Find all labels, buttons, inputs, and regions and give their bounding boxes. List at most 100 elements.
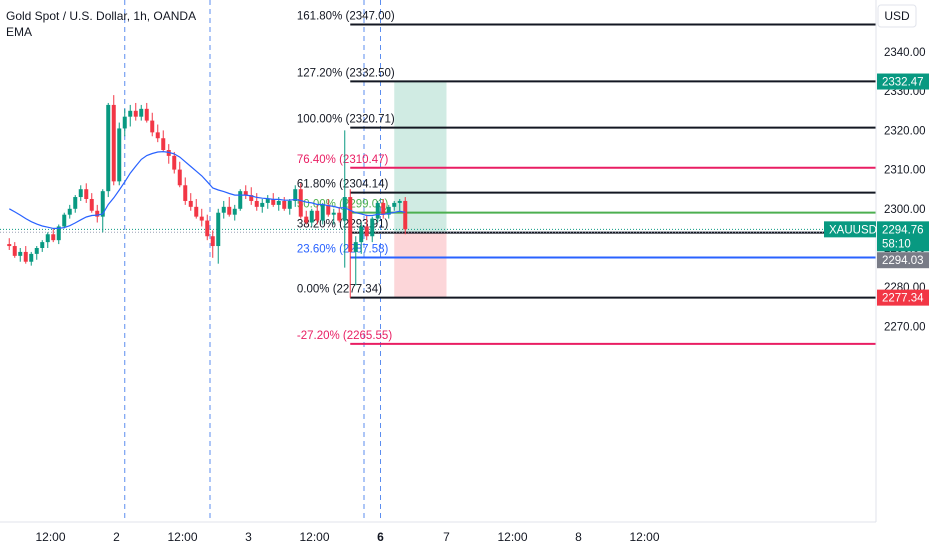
candle-body (353, 242, 358, 252)
fib-level-label: 161.80% (2347.00) (297, 11, 395, 23)
last-price-tag: 2294.76 (882, 224, 924, 236)
target-zone[interactable] (394, 81, 447, 233)
candle-body (45, 234, 50, 243)
candle-body (271, 199, 276, 205)
currency-label: USD (884, 9, 910, 23)
fib-level-label: 76.40% (2310.47) (297, 154, 389, 166)
candle-body (282, 200, 287, 209)
candle-body (254, 200, 259, 207)
crosshair-price-tag: 2294.03 (882, 255, 924, 267)
fib-level-label: 100.00% (2320.71) (297, 114, 395, 126)
candle-body (12, 246, 17, 256)
time-tick: 7 (443, 530, 450, 544)
ema-polyline (9, 150, 406, 229)
candle-body (221, 206, 226, 213)
candle-body (331, 212, 336, 215)
candle-body (177, 169, 182, 186)
candle-body (188, 200, 193, 207)
candle-body (265, 199, 270, 203)
candle-body (144, 108, 149, 121)
fib-level-label: 23.60% (2287.58) (297, 243, 389, 255)
fib-level-label: -27.20% (2265.55) (297, 330, 392, 342)
candle-body (304, 216, 309, 223)
candle-body (56, 226, 61, 241)
candle-body (67, 208, 72, 215)
candle-body (364, 226, 369, 237)
candle-body (34, 248, 39, 254)
candle-body (375, 202, 380, 219)
candle-body (199, 216, 204, 221)
symbol-tag-bg (824, 221, 876, 238)
position-zones[interactable] (394, 81, 447, 298)
candle-body (100, 191, 105, 217)
stop-price-tag-bg (877, 289, 929, 306)
candle-body (243, 191, 248, 196)
candle-body (122, 116, 127, 129)
candle-body (232, 208, 237, 215)
fib-level-label: 61.80% (2304.14) (297, 179, 389, 191)
price-scale[interactable]: USD 2340.002330.002320.002310.002300.002… (824, 0, 932, 522)
candle-body (381, 202, 386, 215)
time-tick: 8 (575, 530, 582, 544)
candle-body (62, 214, 67, 227)
candle-body (370, 218, 375, 237)
chart-legend[interactable]: Gold Spot / U.S. Dollar, 1h, OANDA EMA (6, 8, 196, 40)
countdown-label: 58:10 (882, 238, 911, 250)
candle-body (403, 200, 408, 230)
candle-body (276, 200, 281, 205)
candle-body (150, 120, 155, 133)
candle-body (78, 189, 83, 198)
candle-body (348, 197, 353, 252)
candle-body (227, 206, 232, 215)
fib-level-label: 0.00% (2277.34) (297, 284, 382, 296)
price-tags: 2332.47 2277.34 2294.76 58:10 XAUUSD 2294.03 (824, 73, 929, 306)
candle-body (326, 204, 331, 215)
candle-body (18, 251, 23, 256)
candle-body (315, 210, 320, 221)
candle-body (73, 197, 78, 209)
price-tick: 2340.00 (884, 47, 926, 59)
last-price-tag-bg (877, 221, 929, 252)
currency-button[interactable] (877, 4, 917, 28)
candle-body (320, 204, 325, 221)
time-scale[interactable]: 12:00 2 12:00 3 12:00 6 7 12:00 8 12:00 (0, 521, 932, 550)
candle-body (51, 234, 56, 241)
candle-body (117, 128, 122, 182)
target-price-tag-bg (877, 73, 929, 90)
time-tick: 6 (377, 530, 384, 544)
stop-price-tag: 2277.34 (882, 293, 924, 305)
candle-body (293, 189, 298, 201)
candlestick-series (7, 95, 408, 298)
fibonacci-retracement[interactable]: 161.80% (2347.00) 127.20% (2332.50) 100.00… (297, 11, 881, 345)
price-tick: 2300.00 (884, 204, 926, 216)
stop-zone[interactable] (394, 232, 447, 298)
candle-body (111, 104, 116, 182)
candle-body (309, 210, 314, 223)
candle-body (84, 189, 89, 199)
ema-line (9, 150, 406, 229)
candle-body (249, 195, 254, 201)
target-price-tag: 2332.47 (882, 77, 924, 89)
current-price-line (0, 228, 876, 233)
candle-body (89, 199, 94, 211)
candle-body (95, 210, 100, 217)
crosshair-price-tag-bg (877, 252, 929, 269)
candle-body (238, 191, 243, 209)
candle-body (397, 200, 402, 203)
candle-body (155, 132, 160, 139)
candle-body (260, 202, 265, 207)
candle-body (139, 108, 144, 117)
candle-body (298, 189, 303, 217)
candle-body (40, 242, 45, 248)
candle-body (342, 197, 347, 221)
candle-body (359, 226, 364, 243)
indicator-label: EMA (6, 25, 33, 39)
candle-body (29, 253, 34, 262)
candle-body (392, 202, 397, 207)
fib-level-label: 127.20% (2332.50) (297, 67, 395, 79)
candle-body (386, 206, 391, 215)
candle-body (23, 251, 28, 262)
time-tick: 3 (245, 530, 252, 544)
vertical-dashed-lines (124, 0, 381, 522)
